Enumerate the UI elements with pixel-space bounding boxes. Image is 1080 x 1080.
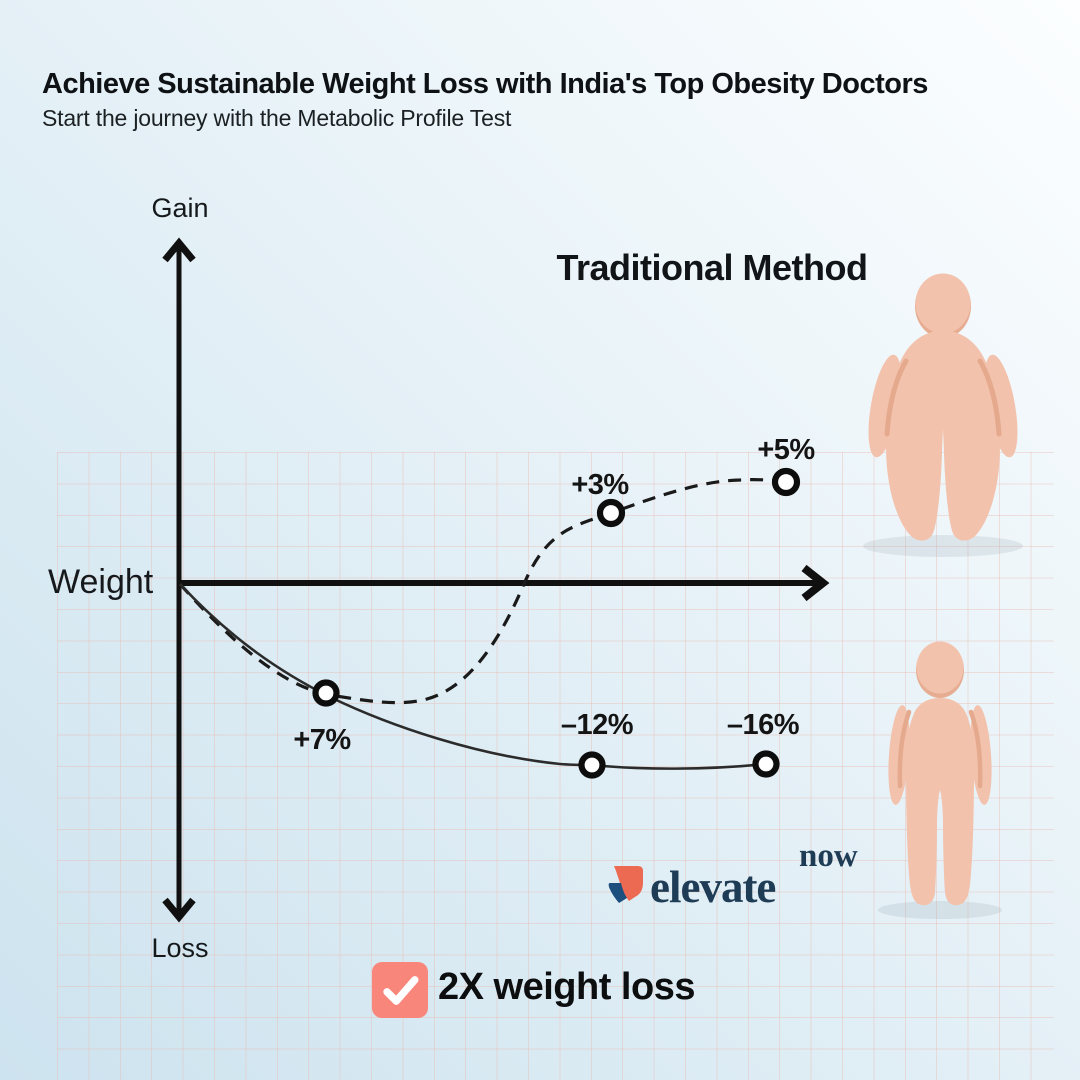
y-axis-gain-label: Gain (151, 193, 209, 223)
elevatenow-logo: elevate now (606, 840, 886, 910)
data-label-plus3: +3% (571, 469, 629, 501)
slim-body-icon (878, 641, 1002, 919)
logo-brand-text: elevate (650, 862, 776, 912)
logo-suffix-text: now (799, 838, 858, 874)
weight-loss-claim: 2X weight loss (438, 966, 695, 1008)
checked-checkbox (372, 962, 428, 1018)
traditional-method-title: Traditional Method (556, 247, 869, 288)
logo-flag-icon (608, 866, 643, 903)
overweight-body-icon (863, 273, 1023, 557)
data-label-minus12: –12% (560, 709, 634, 741)
checkmark-icon (383, 976, 419, 1005)
data-label-minus16: –16% (726, 709, 800, 741)
page-subtitle: Start the journey with the Metabolic Pro… (42, 105, 512, 131)
y-axis-loss-label: Loss (151, 933, 209, 963)
page-title: Achieve Sustainable Weight Loss with Ind… (42, 68, 928, 100)
data-label-plus5: +5% (757, 434, 815, 466)
x-axis-weight-label: Weight (48, 563, 154, 601)
y-axis-up-arrow-icon (162, 237, 196, 263)
data-label-plus7: +7% (293, 724, 351, 756)
